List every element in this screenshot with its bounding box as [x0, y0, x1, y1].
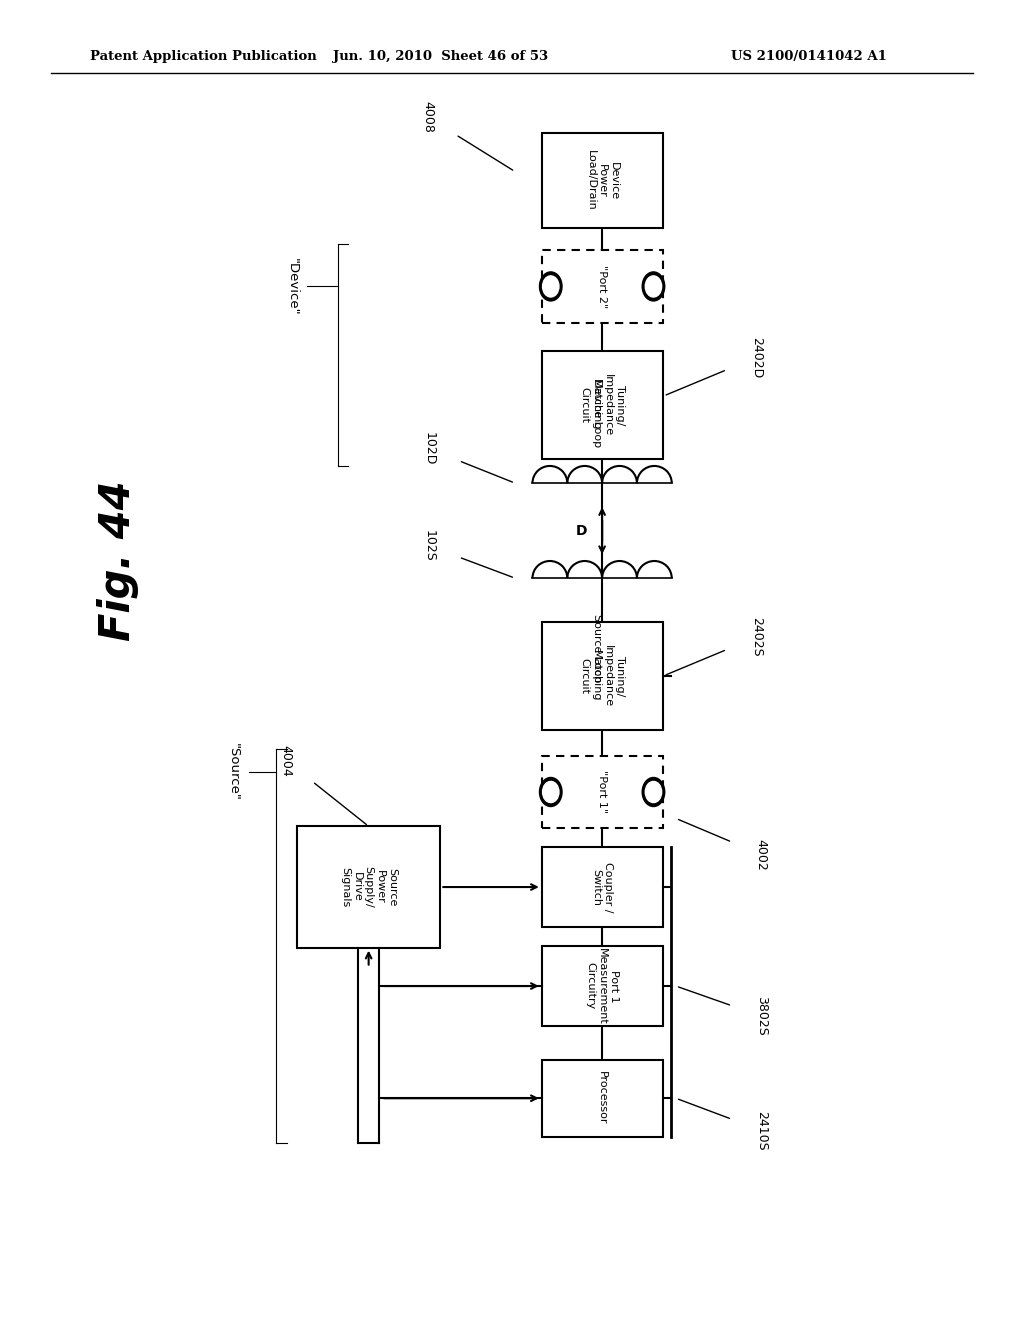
FancyBboxPatch shape	[542, 946, 663, 1026]
Text: 102D: 102D	[423, 432, 436, 466]
Text: 4008: 4008	[422, 102, 434, 133]
Circle shape	[642, 777, 665, 807]
Text: 4004: 4004	[280, 744, 293, 776]
FancyBboxPatch shape	[542, 847, 663, 927]
Circle shape	[543, 781, 559, 803]
Text: "Source": "Source"	[227, 743, 240, 801]
Text: Processor: Processor	[597, 1072, 607, 1125]
FancyBboxPatch shape	[542, 1060, 663, 1137]
Text: 3802S: 3802S	[756, 997, 768, 1036]
Text: Patent Application Publication: Patent Application Publication	[90, 50, 316, 63]
Text: 2410S: 2410S	[755, 1110, 768, 1150]
Text: Device Loop: Device Loop	[592, 379, 602, 447]
FancyBboxPatch shape	[542, 351, 663, 459]
Text: "Device": "Device"	[286, 257, 298, 315]
Text: D: D	[575, 524, 588, 537]
Text: 2402S: 2402S	[750, 618, 763, 657]
Text: US 2100/0141042 A1: US 2100/0141042 A1	[731, 50, 887, 63]
FancyBboxPatch shape	[542, 755, 663, 829]
Circle shape	[543, 276, 559, 297]
Text: Device
Power
Load/Drain: Device Power Load/Drain	[586, 150, 618, 211]
FancyBboxPatch shape	[297, 826, 440, 948]
Text: "Port 1": "Port 1"	[597, 771, 607, 813]
Text: Tuning/
Impedance
Matching
Circuit: Tuning/ Impedance Matching Circuit	[580, 374, 625, 437]
Text: Source Loop: Source Loop	[592, 614, 602, 682]
FancyBboxPatch shape	[542, 249, 663, 322]
Circle shape	[540, 272, 562, 301]
FancyBboxPatch shape	[542, 622, 663, 730]
Text: Jun. 10, 2010  Sheet 46 of 53: Jun. 10, 2010 Sheet 46 of 53	[333, 50, 548, 63]
Circle shape	[540, 777, 562, 807]
Text: 4002: 4002	[755, 838, 768, 870]
Text: Coupler /
Switch: Coupler / Switch	[591, 862, 613, 912]
Circle shape	[642, 272, 665, 301]
Circle shape	[645, 781, 662, 803]
Text: Source
Power
Supply/
Drive
Signals: Source Power Supply/ Drive Signals	[340, 866, 397, 908]
Text: Tuning/
Impedance
Matching
Circuit: Tuning/ Impedance Matching Circuit	[580, 644, 625, 708]
FancyBboxPatch shape	[542, 133, 663, 228]
Text: Port 1
Measurement
Circuitry: Port 1 Measurement Circuitry	[586, 948, 618, 1024]
Circle shape	[645, 276, 662, 297]
Text: "Port 2": "Port 2"	[597, 265, 607, 308]
Text: 2402D: 2402D	[750, 337, 763, 378]
Text: Fig. 44: Fig. 44	[96, 480, 139, 642]
Text: 102S: 102S	[423, 531, 436, 562]
